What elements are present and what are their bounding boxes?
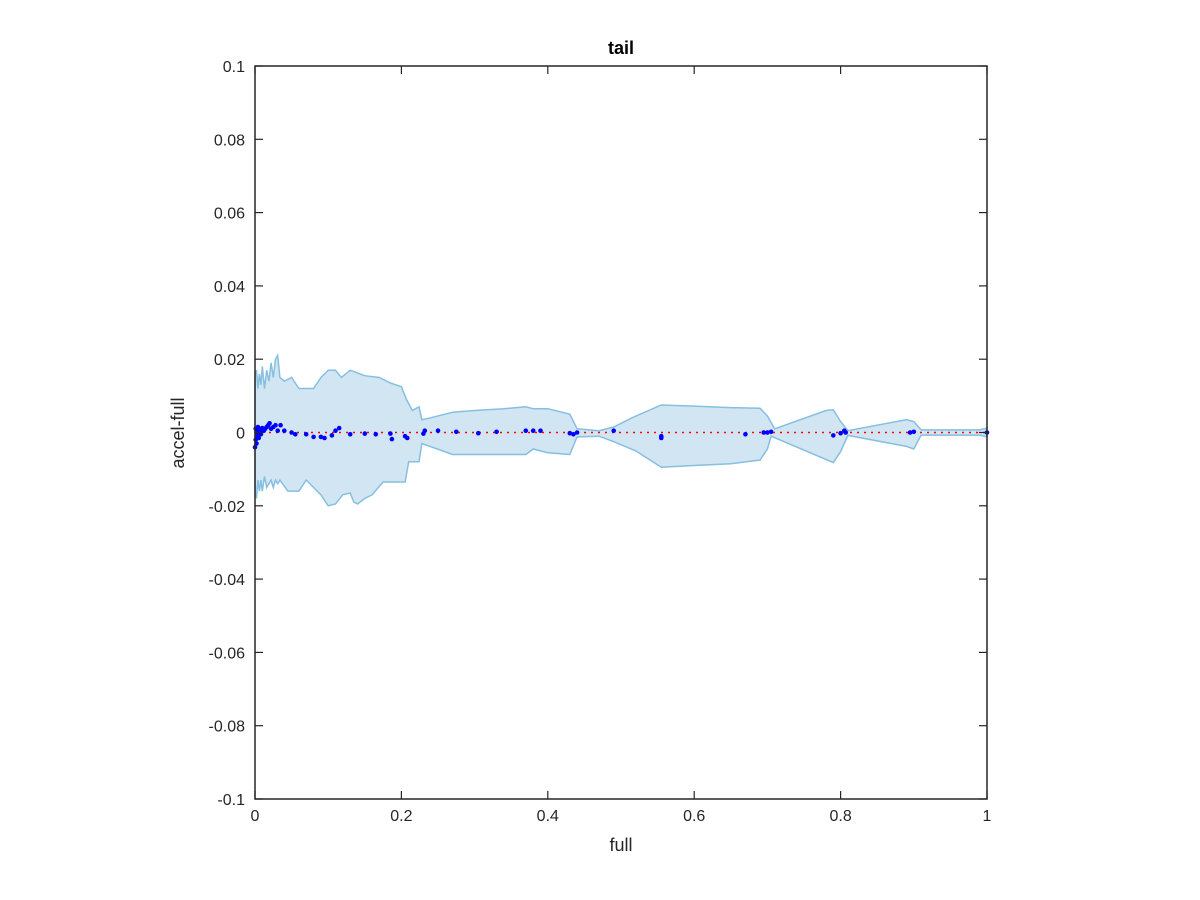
y-tick-label: -0.06 (209, 645, 246, 662)
data-point (768, 429, 774, 435)
data-point (311, 434, 316, 440)
y-tick-label: 0 (236, 426, 245, 443)
data-point (318, 434, 324, 440)
y-tick-label: -0.02 (209, 499, 246, 516)
y-tick-label: 0.1 (223, 59, 245, 76)
data-point (293, 432, 298, 437)
data-point (454, 429, 459, 435)
data-point (538, 428, 543, 434)
confidence-band (254, 353, 988, 507)
data-point (571, 432, 576, 437)
data-point (838, 430, 843, 436)
y-tick-label: -0.04 (209, 572, 246, 589)
x-tick-label: 0.2 (390, 808, 412, 825)
data-point (530, 428, 536, 434)
y-tick-label: 0.04 (214, 279, 245, 296)
data-point (388, 431, 393, 436)
data-point (435, 428, 441, 434)
y-tick-label: 0.02 (214, 352, 245, 369)
data-point (831, 433, 836, 438)
data-point (329, 433, 335, 438)
data-point (282, 428, 287, 434)
data-point (258, 432, 264, 437)
data-point (523, 428, 529, 434)
x-tick-label: 0.6 (683, 808, 705, 825)
x-tick-label: 1 (983, 808, 992, 825)
data-point (289, 430, 294, 435)
data-point (743, 432, 748, 437)
y-tick-label: -0.1 (217, 792, 245, 809)
x-axis-label: full (609, 835, 632, 855)
data-point (611, 428, 616, 434)
data-point (494, 429, 499, 435)
data-point (322, 435, 327, 441)
data-point (267, 421, 272, 426)
data-point (278, 422, 283, 428)
y-axis-ticks: 0.1 0.08 0.06 0.04 0.02 0 -0.02 -0.04 -0.06 -0.08… (209, 59, 987, 809)
data-point (273, 422, 278, 428)
data-point (907, 430, 913, 435)
x-tick-label: 0.4 (537, 808, 559, 825)
data-point (476, 430, 481, 436)
y-axis-label: accel-full (168, 397, 188, 468)
data-point (389, 436, 395, 442)
data-point (256, 435, 262, 441)
y-tick-label: -0.08 (209, 719, 246, 736)
y-tick-label: 0.08 (214, 132, 245, 149)
data-point (659, 435, 664, 441)
x-tick-label: 0.8 (829, 808, 851, 825)
data-point (373, 432, 379, 437)
data-point (911, 429, 917, 435)
data-point (422, 428, 428, 434)
data-point (333, 428, 338, 434)
data-point (843, 430, 848, 435)
data-point (574, 430, 580, 435)
data-point (405, 435, 410, 441)
data-point (275, 428, 281, 434)
data-point (567, 430, 573, 436)
chart-title: tail (608, 38, 634, 58)
data-point (761, 430, 766, 435)
x-axis-ticks: 0 0.2 0.4 0.6 0.8 1 (251, 66, 992, 825)
plot-area (252, 353, 990, 507)
data-point (765, 430, 770, 435)
data-point (362, 431, 368, 436)
data-point (303, 432, 309, 437)
data-point (336, 425, 342, 431)
y-tick-label: 0.06 (214, 206, 245, 223)
data-points (252, 421, 990, 450)
data-point (347, 432, 353, 437)
x-tick-label: 0 (251, 808, 260, 825)
